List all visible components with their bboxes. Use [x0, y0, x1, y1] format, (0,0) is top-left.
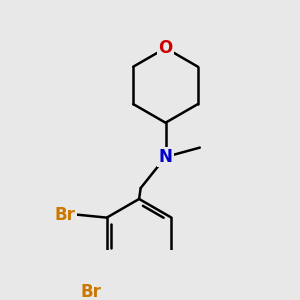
Text: O: O	[158, 39, 173, 57]
Text: N: N	[159, 148, 172, 166]
Text: Br: Br	[81, 283, 102, 300]
Text: Br: Br	[55, 206, 76, 224]
